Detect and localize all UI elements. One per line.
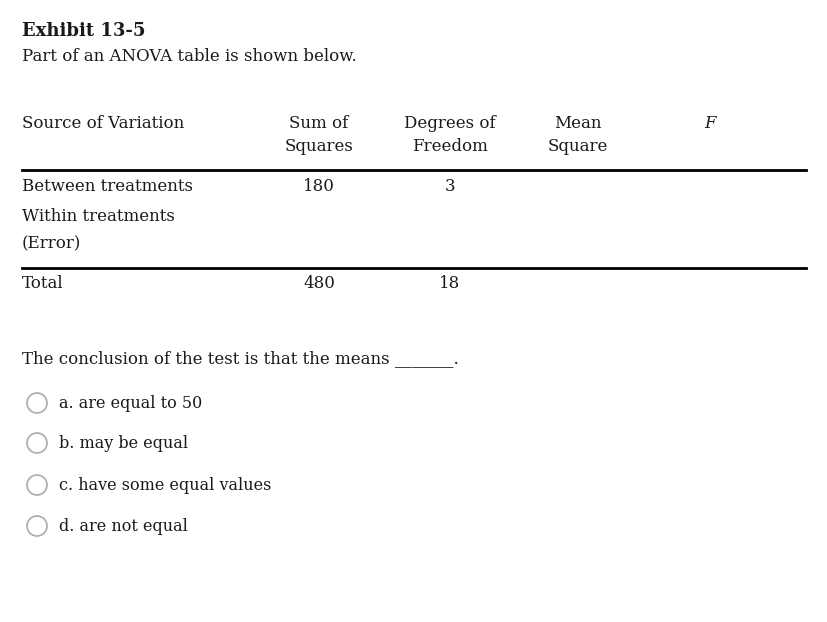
Text: d. are not equal: d. are not equal bbox=[59, 518, 188, 535]
Text: Square: Square bbox=[547, 138, 608, 155]
Text: 18: 18 bbox=[439, 275, 460, 292]
Text: 3: 3 bbox=[444, 178, 455, 195]
Text: Sum of: Sum of bbox=[289, 115, 348, 132]
Text: a. are equal to 50: a. are equal to 50 bbox=[59, 395, 202, 412]
Text: 480: 480 bbox=[303, 275, 335, 292]
Text: Within treatments: Within treatments bbox=[22, 208, 174, 225]
Text: The conclusion of the test is that the means _______.: The conclusion of the test is that the m… bbox=[22, 350, 458, 367]
Text: F: F bbox=[704, 115, 715, 132]
Text: Source of Variation: Source of Variation bbox=[22, 115, 184, 132]
Text: c. have some equal values: c. have some equal values bbox=[59, 477, 271, 494]
Text: 180: 180 bbox=[303, 178, 335, 195]
Text: Total: Total bbox=[22, 275, 64, 292]
Text: Degrees of: Degrees of bbox=[404, 115, 495, 132]
Text: Between treatments: Between treatments bbox=[22, 178, 193, 195]
Text: Part of an ANOVA table is shown below.: Part of an ANOVA table is shown below. bbox=[22, 48, 356, 65]
Text: (Error): (Error) bbox=[22, 235, 81, 252]
Text: b. may be equal: b. may be equal bbox=[59, 435, 188, 452]
Text: Mean: Mean bbox=[553, 115, 601, 132]
Text: Freedom: Freedom bbox=[412, 138, 487, 155]
Text: Squares: Squares bbox=[284, 138, 353, 155]
Text: Exhibit 13-5: Exhibit 13-5 bbox=[22, 22, 146, 40]
